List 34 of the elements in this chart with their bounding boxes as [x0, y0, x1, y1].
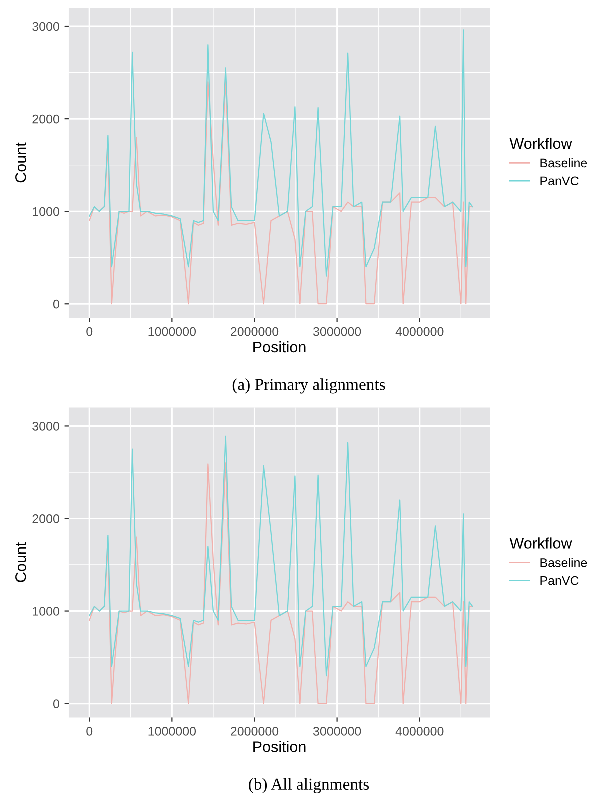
legend-label: PanVC [540, 176, 579, 186]
line-series [89, 81, 474, 305]
legend-title: Workflow [510, 538, 572, 549]
legend-label: Baseline [540, 558, 588, 568]
y-tick-label: 2000 [32, 514, 60, 524]
x-axis-title: Position [254, 741, 306, 752]
legend-label: Baseline [540, 158, 588, 168]
text: (b) All alignments [249, 778, 370, 794]
x-tick-label: 0 [86, 327, 93, 336]
x-tick-label: 3000000 [313, 727, 362, 736]
y-tick-label: 1000 [33, 207, 60, 216]
y-tick-label: 1000 [33, 607, 60, 616]
text: (a) Primary alignments [232, 378, 386, 394]
legend-label: PanVC [540, 576, 579, 586]
x-tick-label: 0 [86, 727, 93, 736]
y-tick-label: 3000 [32, 422, 60, 431]
x-tick-label: 2000000 [231, 727, 279, 736]
y-axis-title: Count [16, 542, 26, 582]
x-tick-label: 1000000 [148, 727, 196, 736]
x-tick-label: 4000000 [396, 727, 444, 736]
x-tick-label: 4000000 [396, 327, 444, 336]
x-tick-label: 3000000 [313, 327, 362, 336]
x-tick-label: 1000000 [148, 327, 196, 336]
y-tick-label: 2000 [32, 114, 60, 124]
y-tick-label: 0 [53, 300, 60, 309]
legend-title: Workflow [510, 138, 572, 150]
line-series [89, 436, 474, 677]
line-series [89, 30, 474, 277]
y-tick-label: 0 [53, 700, 60, 708]
x-axis-title: Position [254, 341, 306, 353]
line-series [89, 462, 474, 704]
y-tick-label: 3000 [32, 22, 60, 32]
y-axis-title: Count [16, 142, 26, 183]
x-tick-label: 2000000 [231, 327, 279, 336]
